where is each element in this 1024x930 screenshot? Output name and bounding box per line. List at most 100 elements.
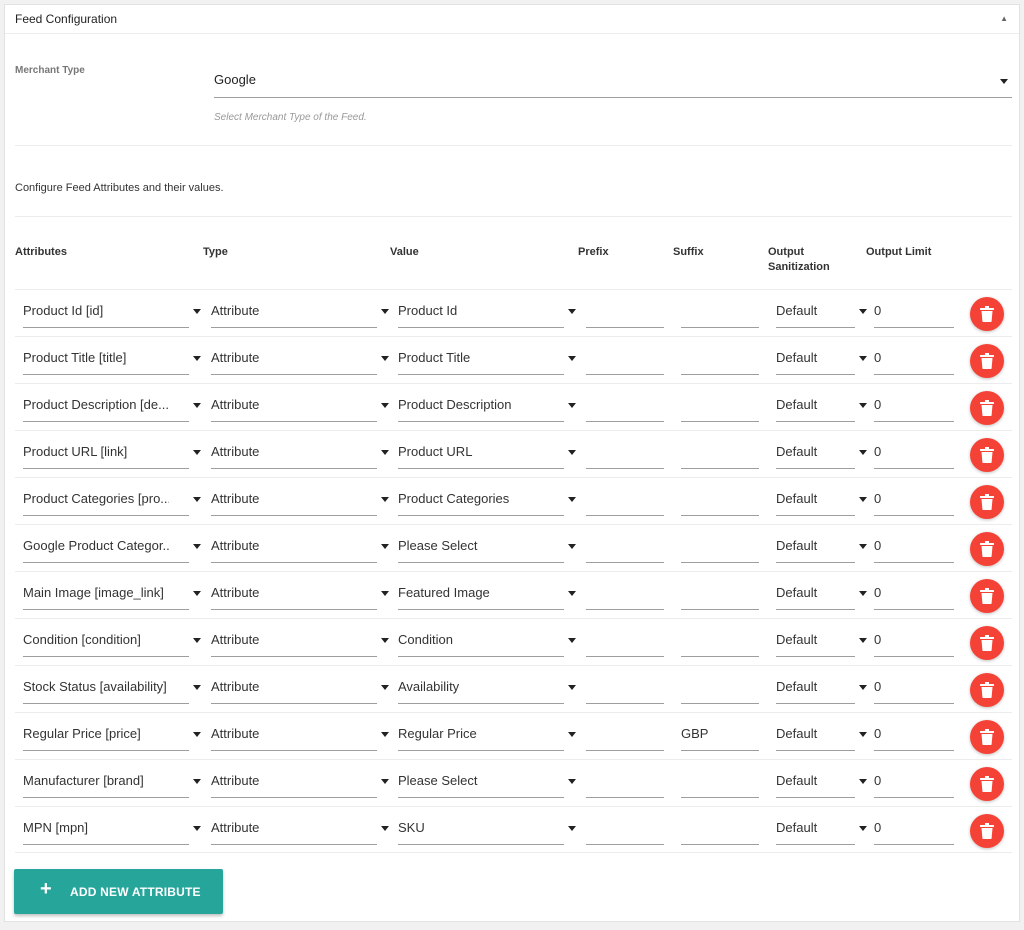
type-select[interactable]: Attribute <box>211 387 389 422</box>
type-select[interactable]: Attribute <box>211 340 389 375</box>
prefix-input[interactable] <box>586 669 664 704</box>
value-select[interactable]: Product Categories <box>398 481 576 516</box>
attribute-select[interactable]: Product Title [title] <box>23 340 201 375</box>
attribute-select[interactable]: Product Description [de... <box>23 387 201 422</box>
attribute-select[interactable]: Manufacturer [brand] <box>23 763 201 798</box>
add-new-attribute-button[interactable]: + ADD NEW ATTRIBUTE <box>14 869 223 914</box>
value-select[interactable]: Availability <box>398 669 576 704</box>
type-select[interactable]: Attribute <box>211 481 389 516</box>
delete-attribute-button[interactable] <box>970 438 1004 472</box>
suffix-input[interactable] <box>681 622 759 657</box>
prefix-input[interactable] <box>586 434 664 469</box>
sanitization-select[interactable]: Default <box>776 622 867 657</box>
type-select[interactable]: Attribute <box>211 293 389 328</box>
sanitization-select[interactable]: Default <box>776 810 867 845</box>
type-select[interactable]: Attribute <box>211 575 389 610</box>
prefix-input[interactable] <box>586 528 664 563</box>
attribute-select[interactable]: MPN [mpn] <box>23 810 201 845</box>
prefix-input[interactable] <box>586 387 664 422</box>
output-limit-input[interactable]: 0 <box>874 810 954 845</box>
suffix-input[interactable] <box>681 575 759 610</box>
delete-attribute-button[interactable] <box>970 814 1004 848</box>
value-select[interactable]: Product URL <box>398 434 576 469</box>
sanitization-select[interactable]: Default <box>776 716 867 751</box>
suffix-input[interactable] <box>681 340 759 375</box>
type-select[interactable]: Attribute <box>211 810 389 845</box>
output-limit-input[interactable]: 0 <box>874 481 954 516</box>
output-limit-input[interactable]: 0 <box>874 293 954 328</box>
value-select[interactable]: Product Description <box>398 387 576 422</box>
attribute-select[interactable]: Condition [condition] <box>23 622 201 657</box>
attribute-select[interactable]: Product URL [link] <box>23 434 201 469</box>
delete-attribute-button[interactable] <box>970 391 1004 425</box>
attribute-select[interactable]: Product Id [id] <box>23 293 201 328</box>
suffix-input[interactable] <box>681 763 759 798</box>
value-select[interactable]: Featured Image <box>398 575 576 610</box>
type-select[interactable]: Attribute <box>211 434 389 469</box>
output-limit-input[interactable]: 0 <box>874 716 954 751</box>
prefix-input[interactable] <box>586 481 664 516</box>
sanitization-select[interactable]: Default <box>776 481 867 516</box>
output-limit-input[interactable]: 0 <box>874 434 954 469</box>
suffix-input[interactable] <box>681 481 759 516</box>
output-limit-input[interactable]: 0 <box>874 528 954 563</box>
suffix-input[interactable] <box>681 293 759 328</box>
attribute-select[interactable]: Regular Price [price] <box>23 716 201 751</box>
suffix-input[interactable]: GBP <box>681 716 759 751</box>
suffix-input[interactable] <box>681 528 759 563</box>
suffix-input[interactable] <box>681 669 759 704</box>
suffix-input[interactable] <box>681 387 759 422</box>
prefix-input[interactable] <box>586 763 664 798</box>
attribute-select[interactable]: Google Product Categor... <box>23 528 201 563</box>
output-limit-input[interactable]: 0 <box>874 575 954 610</box>
prefix-input[interactable] <box>586 716 664 751</box>
sanitization-select[interactable]: Default <box>776 434 867 469</box>
delete-attribute-button[interactable] <box>970 720 1004 754</box>
value-select[interactable]: Regular Price <box>398 716 576 751</box>
output-limit-input[interactable]: 0 <box>874 340 954 375</box>
output-limit-input[interactable]: 0 <box>874 669 954 704</box>
value-select[interactable]: Product Id <box>398 293 576 328</box>
type-select[interactable]: Attribute <box>211 622 389 657</box>
sanitization-select[interactable]: Default <box>776 528 867 563</box>
output-limit-input[interactable]: 0 <box>874 763 954 798</box>
prefix-input[interactable] <box>586 622 664 657</box>
value-select[interactable]: Product Title <box>398 340 576 375</box>
delete-attribute-button[interactable] <box>970 297 1004 331</box>
sanitization-select[interactable]: Default <box>776 340 867 375</box>
prefix-input[interactable] <box>586 340 664 375</box>
prefix-input[interactable] <box>586 575 664 610</box>
delete-attribute-button[interactable] <box>970 579 1004 613</box>
delete-attribute-button[interactable] <box>970 673 1004 707</box>
suffix-input[interactable] <box>681 810 759 845</box>
value-select[interactable]: Please Select <box>398 528 576 563</box>
output-limit-input[interactable]: 0 <box>874 387 954 422</box>
sanitization-select[interactable]: Default <box>776 387 867 422</box>
sanitization-select[interactable]: Default <box>776 669 867 704</box>
delete-attribute-button[interactable] <box>970 485 1004 519</box>
delete-attribute-button[interactable] <box>970 532 1004 566</box>
attribute-select[interactable]: Stock Status [availability] <box>23 669 201 704</box>
prefix-input[interactable] <box>586 810 664 845</box>
collapse-arrow-icon[interactable]: ▲ <box>1000 14 1008 23</box>
sanitization-select[interactable]: Default <box>776 763 867 798</box>
value-select[interactable]: Condition <box>398 622 576 657</box>
type-select[interactable]: Attribute <box>211 669 389 704</box>
merchant-type-select[interactable]: Google <box>214 65 1012 98</box>
delete-attribute-button[interactable] <box>970 626 1004 660</box>
sanitization-select[interactable]: Default <box>776 293 867 328</box>
delete-attribute-button[interactable] <box>970 344 1004 378</box>
prefix-input[interactable] <box>586 293 664 328</box>
value-select[interactable]: Please Select <box>398 763 576 798</box>
suffix-input[interactable] <box>681 434 759 469</box>
output-limit-input[interactable]: 0 <box>874 622 954 657</box>
delete-attribute-button[interactable] <box>970 767 1004 801</box>
type-select[interactable]: Attribute <box>211 528 389 563</box>
attribute-select[interactable]: Main Image [image_link] <box>23 575 201 610</box>
attribute-select[interactable]: Product Categories [pro... <box>23 481 201 516</box>
type-select[interactable]: Attribute <box>211 716 389 751</box>
sanitization-select[interactable]: Default <box>776 575 867 610</box>
type-select[interactable]: Attribute <box>211 763 389 798</box>
panel-header[interactable]: Feed Configuration ▲ <box>5 5 1019 34</box>
value-select[interactable]: SKU <box>398 810 576 845</box>
